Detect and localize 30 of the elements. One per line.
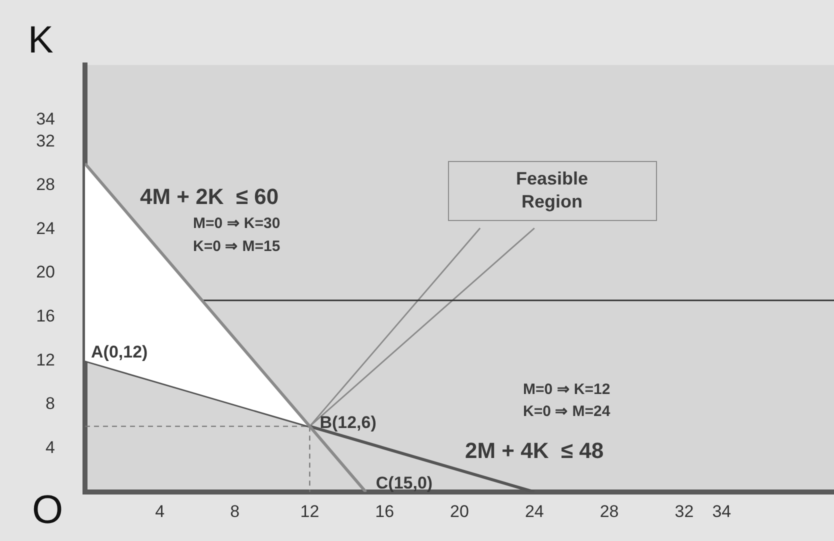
annotation: Feasible Region [516,168,588,212]
annotation: M=0 ⇒ K=30 [193,215,280,232]
annotation: 4M + 2K ≤ 60 [140,184,279,210]
x-tick-label: 34 [712,502,732,521]
annotation: K=0 ⇒ M=24 [523,403,611,420]
x-tick-label: 20 [450,502,469,521]
y-tick-label: 24 [36,218,55,238]
annotation: M=0 ⇒ K=12 [523,381,610,398]
y-tick-label: 4 [46,438,55,457]
y-axis-title: K [28,19,54,62]
x-tick-label: 4 [155,502,165,521]
x-tick-label: 12 [300,502,320,521]
annotation: A(0,12) [91,342,148,362]
y-tick-label: 16 [36,306,55,326]
text: O [32,488,64,532]
annotation: C(15,0) [376,474,433,493]
annotation: 2M + 4K ≤ 48 [465,438,604,464]
x-tick-label: 28 [600,502,619,521]
y-tick-label: 32 [36,131,55,150]
annotation: B(12,6) [320,412,376,432]
y-tick-label: 34 [36,109,55,128]
y-tick-label: 20 [36,262,55,282]
x-tick-label: 8 [230,502,240,521]
x-tick-label: 24 [524,502,544,521]
y-tick-label: 8 [46,394,55,414]
y-tick-label: 12 [36,350,55,370]
y-tick-label: 28 [36,175,55,194]
annotation: K=0 ⇒ M=15 [193,238,280,256]
x-tick-label: 16 [375,502,394,521]
x-tick-label: 32 [674,502,694,521]
